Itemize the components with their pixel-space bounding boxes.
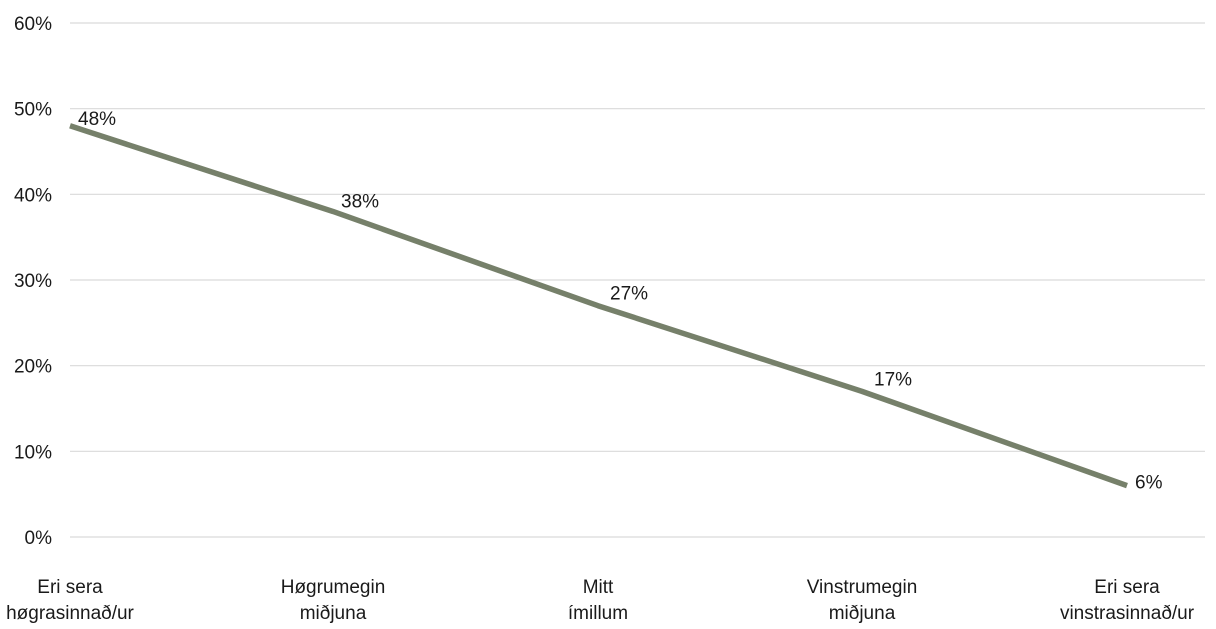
x-category-label-line: Eri sera — [37, 577, 103, 598]
x-category-label-line: ímillum — [568, 603, 628, 624]
x-category-label-line: Vinstrumegin — [807, 577, 918, 598]
y-axis-tick-labels: 0% 10% 20% 30% 40% 50% 60% — [14, 14, 52, 549]
y-tick-label: 60% — [14, 14, 52, 35]
series-line-layer — [69, 123, 1128, 489]
x-category-label-line: vinstrasinnað/ur — [1060, 603, 1195, 624]
gridlines — [70, 22, 1205, 538]
x-category-label: Høgrumegin miðjuna — [281, 577, 386, 624]
data-label: 6% — [1135, 473, 1163, 494]
x-category-label-line: Mitt — [583, 577, 614, 598]
x-category-label-line: miðjuna — [829, 603, 896, 624]
x-category-label: Eri sera vinstrasinnað/ur — [1060, 577, 1195, 624]
data-labels: 48% 38% 27% 17% 6% — [78, 109, 1163, 494]
y-tick-label: 0% — [25, 528, 53, 549]
y-tick-label: 50% — [14, 100, 52, 121]
data-label: 17% — [874, 369, 912, 390]
data-label: 27% — [610, 284, 648, 305]
data-label: 38% — [341, 191, 379, 212]
x-category-label-line: Eri sera — [1094, 577, 1160, 598]
x-category-label: Vinstrumegin miðjuna — [807, 577, 918, 624]
y-tick-label: 10% — [14, 442, 52, 463]
series-line — [69, 123, 1128, 489]
x-category-label-line: Høgrumegin — [281, 577, 386, 598]
x-category-label: Eri sera høgrasinnað/ur — [6, 577, 134, 624]
y-tick-label: 30% — [14, 271, 52, 292]
x-category-label-line: miðjuna — [300, 603, 367, 624]
y-tick-label: 20% — [14, 357, 52, 378]
x-category-label-line: høgrasinnað/ur — [6, 603, 134, 624]
x-axis-category-labels: Eri sera høgrasinnað/ur Høgrumegin miðjuna M… — [6, 577, 1195, 624]
y-tick-label: 40% — [14, 185, 52, 206]
x-category-label: Mitt ímillum — [568, 577, 628, 624]
data-label: 48% — [78, 109, 116, 130]
